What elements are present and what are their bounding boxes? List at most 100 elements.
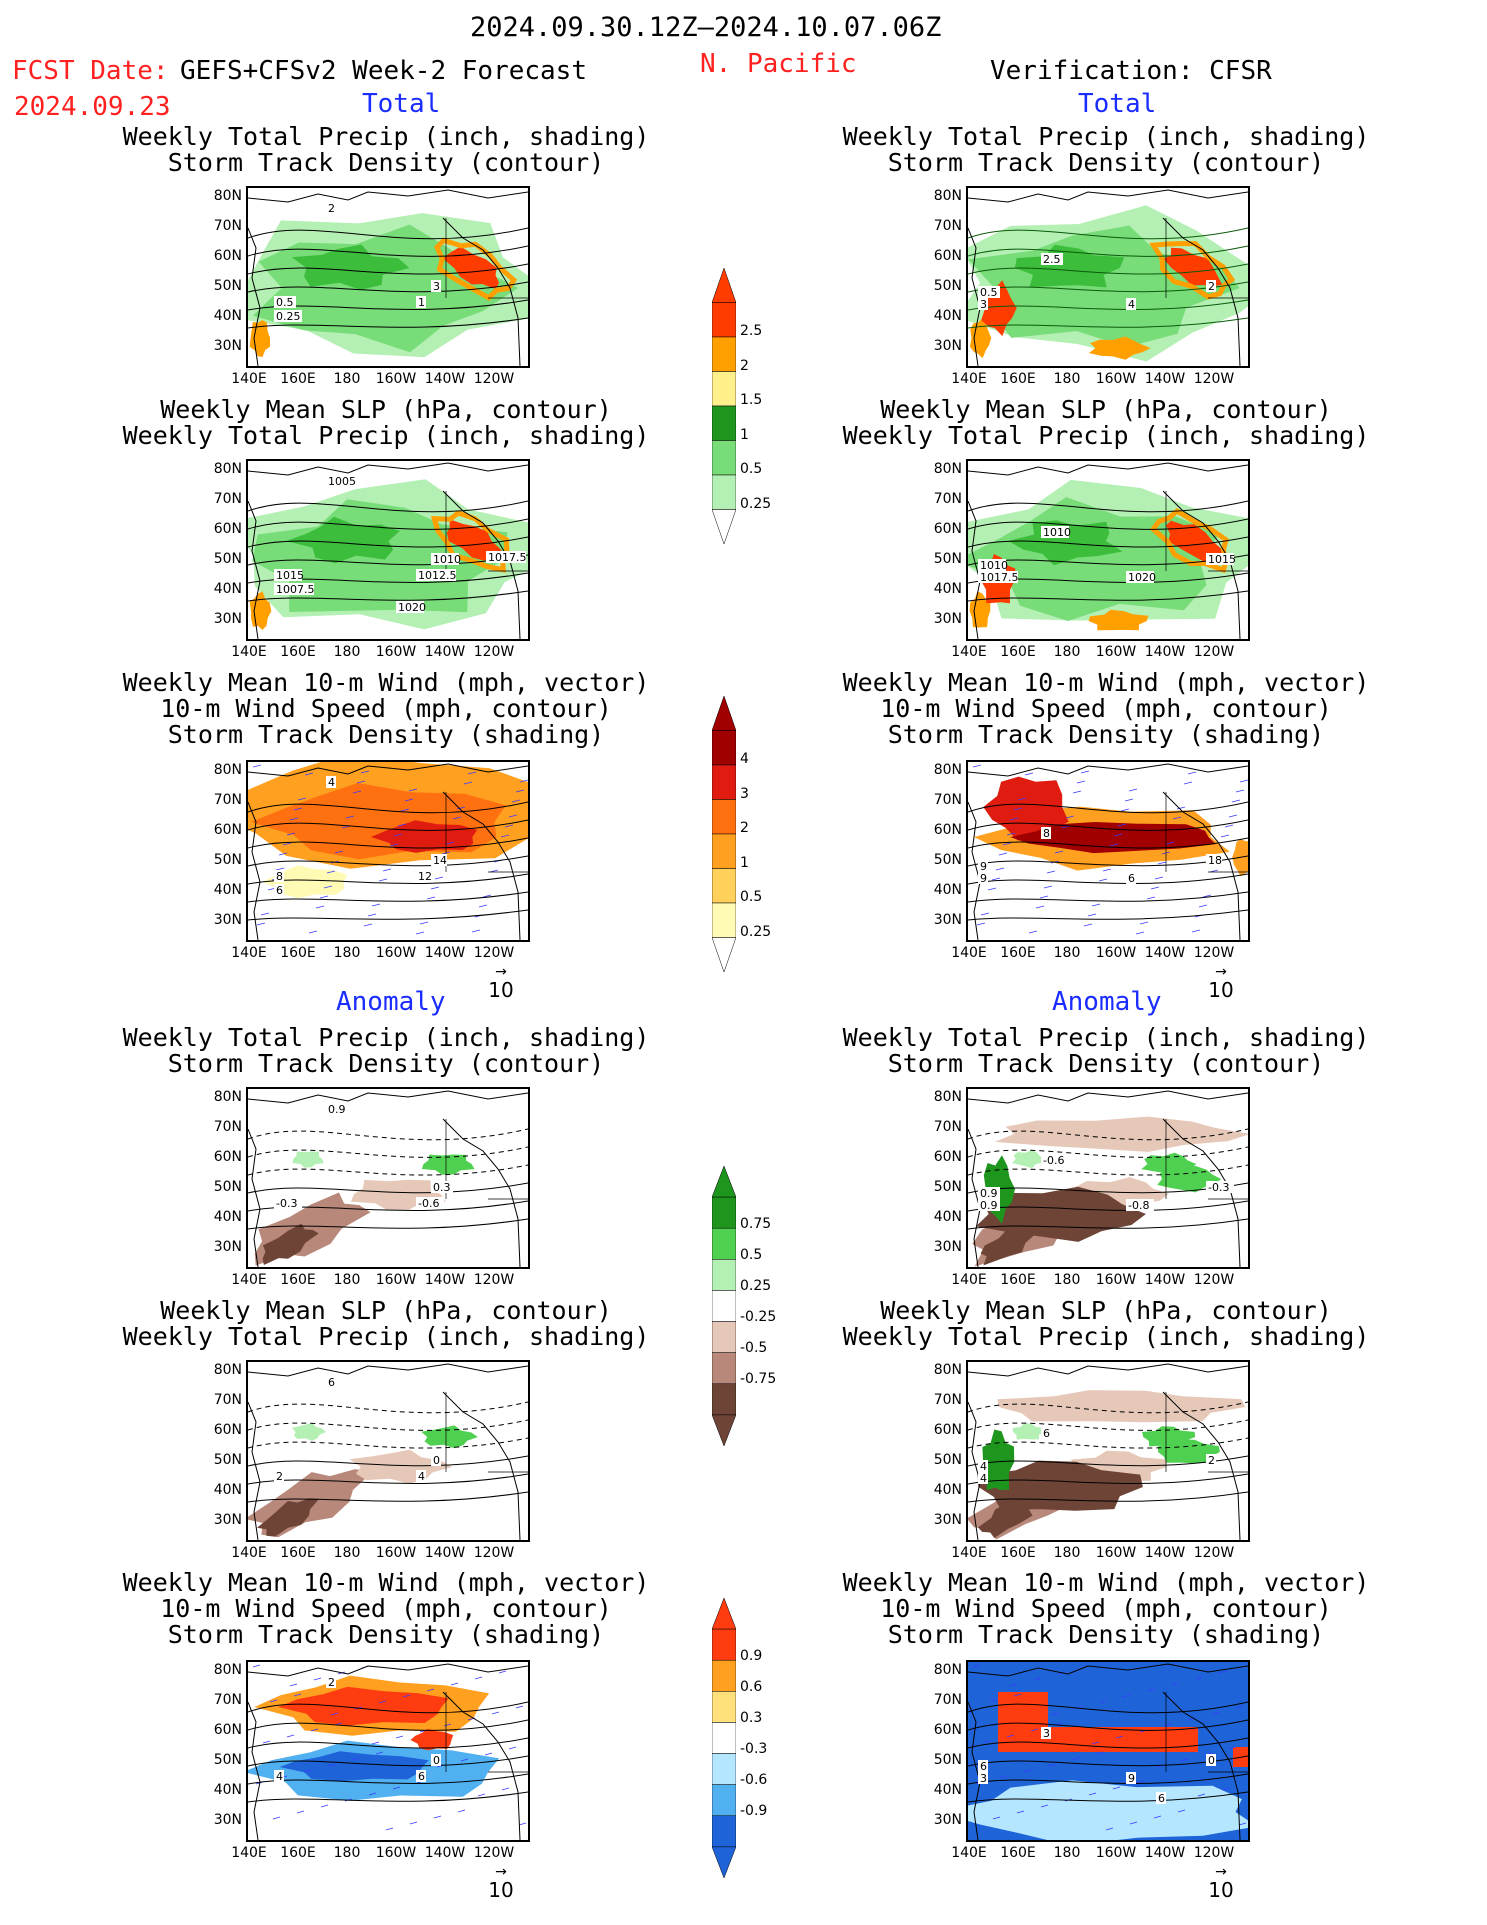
map-canvas: -0.6 -0.3 0.90.9 -0.8 bbox=[968, 1090, 1248, 1267]
wind-vector bbox=[1176, 806, 1186, 810]
panel-title-line: Weekly Mean SLP (hPa, contour) bbox=[880, 1296, 1332, 1325]
colorbar-segment bbox=[712, 474, 736, 510]
contour-label: 9 bbox=[1128, 1772, 1135, 1785]
contour-label-bg bbox=[1126, 1199, 1154, 1211]
precip-shade-high bbox=[430, 510, 510, 573]
wind-vector bbox=[392, 1786, 401, 1790]
map-canvas: 2 31 0.50.25 bbox=[248, 189, 528, 366]
forecast-period: 2024.09.30.12Z—2024.10.07.06Z bbox=[470, 12, 942, 43]
fcst-model: GEFS+CFSv2 Week-2 Forecast bbox=[180, 56, 587, 86]
contour-label: 8 bbox=[276, 870, 283, 883]
wind-vector bbox=[1043, 885, 1053, 889]
contour-line bbox=[968, 1773, 1248, 1785]
lat-label: 30N bbox=[213, 912, 242, 928]
wind-vector bbox=[1139, 921, 1149, 925]
coastline-america bbox=[1162, 1118, 1241, 1267]
lat-label: 80N bbox=[213, 461, 242, 477]
lon-label: 180 bbox=[333, 1272, 361, 1288]
colorbar-segment bbox=[712, 1352, 736, 1385]
verification-label: Verification: CFSR bbox=[990, 56, 1272, 86]
lon-label: 180 bbox=[333, 945, 361, 961]
contour-label: 4 bbox=[328, 776, 335, 789]
lon-label: 180 bbox=[1053, 945, 1081, 961]
lon-label: 160W bbox=[375, 1845, 417, 1861]
wind-vector bbox=[315, 905, 325, 909]
panel-title-line: Weekly Total Precip (inch, shading) bbox=[842, 1023, 1370, 1052]
map-canvas: 8 18 99 6 bbox=[968, 762, 1248, 940]
lat-label: 30N bbox=[933, 1239, 962, 1255]
contour-label-bg bbox=[1126, 298, 1136, 310]
precip-shade-high bbox=[434, 237, 518, 301]
coastline-asia bbox=[248, 1128, 261, 1267]
border-lines bbox=[1165, 792, 1248, 873]
map-canvas: 6 04 2 bbox=[248, 1363, 528, 1540]
wind-vector bbox=[1172, 816, 1182, 820]
contour-label-bg bbox=[416, 296, 426, 308]
border-lines bbox=[1165, 1392, 1248, 1473]
contour-line bbox=[968, 819, 1248, 831]
lon-label: 140W bbox=[424, 1272, 466, 1288]
contour-line bbox=[968, 1437, 1248, 1449]
vector-reference-value: 10 bbox=[488, 1878, 514, 1902]
contour-line bbox=[968, 1164, 1248, 1176]
contour-label-bg bbox=[1206, 1454, 1216, 1466]
lon-label: 140W bbox=[1144, 371, 1186, 387]
colorbar-segment bbox=[712, 799, 736, 835]
wind-vector bbox=[378, 1700, 387, 1704]
wind-vector bbox=[1006, 832, 1016, 836]
wind-vector bbox=[395, 1735, 404, 1739]
wind-vector bbox=[1028, 930, 1038, 934]
contour-label: 1017.5 bbox=[488, 551, 527, 564]
wind-vector bbox=[1146, 896, 1156, 900]
contour-label: 6 bbox=[276, 884, 283, 897]
anom-track-pos-band bbox=[1008, 1727, 1198, 1752]
wind-vector bbox=[998, 852, 1008, 856]
colorbar-segment bbox=[712, 1227, 736, 1260]
lon-label: 160W bbox=[375, 371, 417, 387]
contour-line bbox=[248, 1455, 528, 1467]
lon-label: 180 bbox=[333, 644, 361, 660]
panel-title-line: Storm Track Density (contour) bbox=[887, 148, 1325, 177]
colorbar-label: 0.25 bbox=[740, 495, 772, 512]
lon-label: 140W bbox=[1144, 1545, 1186, 1561]
wind-vector bbox=[397, 823, 407, 827]
contour-line bbox=[248, 263, 528, 275]
wind-vector bbox=[482, 894, 492, 898]
coastline-north bbox=[968, 1090, 1248, 1104]
wind-vector bbox=[351, 1757, 360, 1761]
colorbar-arrow-top bbox=[712, 1166, 736, 1198]
colorbar-label: 2 bbox=[740, 820, 749, 837]
wind-vector bbox=[341, 825, 351, 829]
contour-label: 1010 bbox=[1043, 526, 1071, 539]
lat-label: 70N bbox=[213, 218, 242, 234]
lat-label: 30N bbox=[933, 1512, 962, 1528]
contour-label-bg bbox=[274, 1197, 302, 1209]
wind-vector bbox=[1006, 1734, 1015, 1738]
wind-vector bbox=[443, 1723, 452, 1727]
lon-label: 140E bbox=[951, 945, 987, 961]
contour-line bbox=[248, 281, 528, 293]
lat-label: 50N bbox=[933, 1179, 962, 1195]
map-canvas: 0.9 0.3 -0.6 -0.3 bbox=[248, 1090, 528, 1267]
contour-label: 0 bbox=[433, 1754, 440, 1767]
wind-vector bbox=[1153, 1815, 1162, 1819]
lat-label: 40N bbox=[933, 1782, 962, 1798]
panel-title-line: Weekly Mean SLP (hPa, contour) bbox=[160, 395, 612, 424]
lon-label: 160E bbox=[280, 1845, 316, 1861]
contour-label: -0.8 bbox=[1128, 1199, 1149, 1212]
contour-label: 2 bbox=[328, 202, 335, 215]
anom-neg-dark bbox=[980, 1226, 1038, 1266]
lon-label: 160W bbox=[1095, 1545, 1137, 1561]
colorbar-arrow-bottom bbox=[712, 1414, 736, 1447]
wind-vector bbox=[1040, 1804, 1049, 1808]
contour-label: 0.9 bbox=[328, 1103, 346, 1116]
lon-label: 140E bbox=[951, 371, 987, 387]
contour-line bbox=[968, 1419, 1248, 1431]
contour-line bbox=[968, 245, 1248, 257]
lon-label: 160E bbox=[280, 1272, 316, 1288]
wind-vector bbox=[1035, 905, 1045, 909]
contour-label: -0.6 bbox=[418, 1197, 439, 1210]
contour-label-bg bbox=[274, 310, 302, 322]
contour-label-bg bbox=[326, 475, 354, 487]
contour-label-bg bbox=[1126, 571, 1154, 583]
